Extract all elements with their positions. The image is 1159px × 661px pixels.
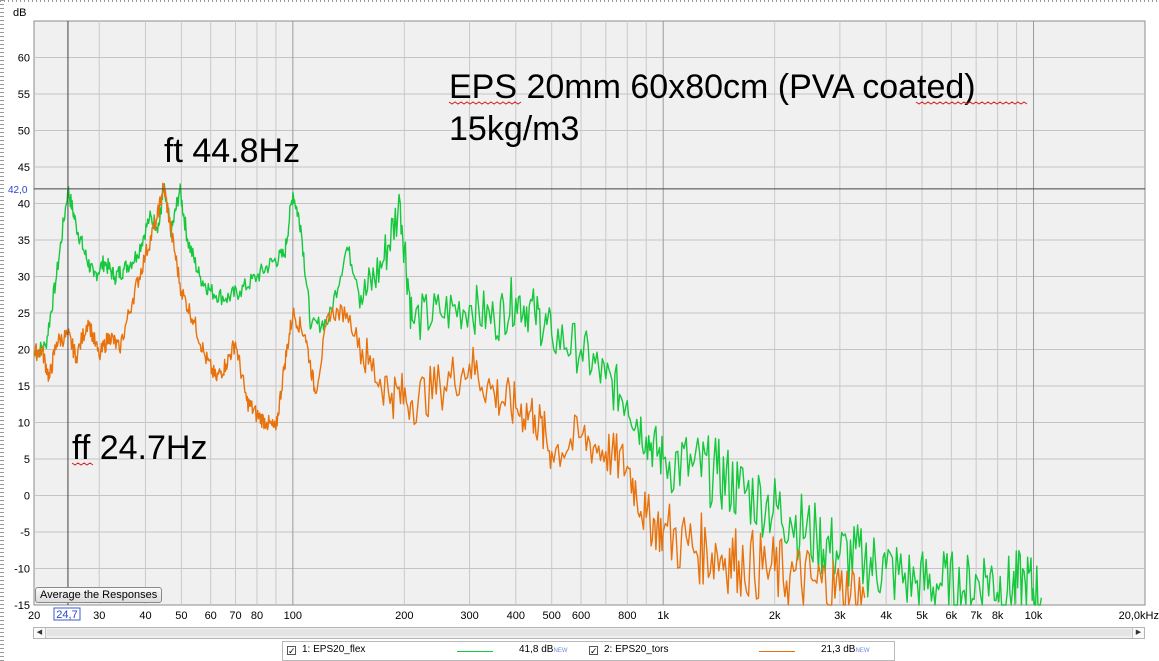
legend-label-tors: 2: EPS20_tors [604,644,669,655]
y-tick-label: 15 [18,381,30,393]
cursor-x-readout: 24,7 [56,609,77,621]
cursor-y-readout: 42,0 [8,185,28,196]
y-tick-label: 30 [18,272,30,284]
x-tick-label: 1k [657,610,669,622]
x-tick-label: 5k [916,610,928,622]
left-border [0,0,4,661]
y-tick-label: 5 [24,454,30,466]
x-tick-label: 20,0kHz [1119,610,1159,622]
y-tick-label: 20 [18,345,30,357]
legend-value-tors: 21,3 dBNEW [821,644,869,655]
y-tick-label: 55 [18,89,30,101]
annotation-ff: ff 24.7Hz [72,429,207,467]
x-tick-label: 80 [251,610,263,622]
cursor-x-readout-box [53,607,81,621]
series-line-2 [33,182,866,606]
annotation-ft: ft 44.8Hz [164,132,300,170]
y-tick-label: 10 [18,418,30,430]
x-tick-label: 500 [543,610,561,622]
y-tick-label: -10 [14,564,30,576]
y-tick-label: 60 [18,53,30,65]
x-tick-label: 6k [946,610,958,622]
legend-swatch-tors [759,651,795,652]
y-tick-label: 50 [18,126,30,138]
y-tick-label: 35 [18,235,30,247]
y-tick-label: 0 [24,491,30,503]
y-tick-label: 25 [18,308,30,320]
spellcheck-underline [915,101,1028,105]
x-tick-label: 200 [395,610,413,622]
legend-value-text-flex: 41,8 dB [519,644,554,655]
y-tick-label: -5 [20,527,30,539]
x-tick-label: 300 [460,610,478,622]
horizontal-scrollbar[interactable]: ◀ ▶ [33,627,1145,639]
x-tick-label: 60 [205,610,217,622]
legend-new-badge-tors: NEW [855,648,870,654]
annotation-title-line2: 15kg/m3 [449,110,579,148]
x-tick-label: 7k [970,610,982,622]
legend-value-flex: 41,8 dBNEW [519,644,567,655]
legend-new-badge-flex: NEW [553,648,568,654]
x-tick-label: 50 [175,610,187,622]
x-tick-label: 8k [992,610,1004,622]
scroll-left-arrow-icon[interactable]: ◀ [34,628,46,638]
x-tick-label: 400 [507,610,525,622]
x-tick-label: 30 [93,610,105,622]
legend-swatch-flex [457,651,493,652]
x-tick-label: 70 [229,610,241,622]
checkbox-flex[interactable]: ✓ [287,646,296,656]
y-tick-label: 45 [18,162,30,174]
legend-item-tors: ✓ 2: EPS20_tors 21,3 dBNEW [589,642,889,660]
average-responses-button[interactable]: Average the Responses [35,587,163,603]
series-line-1 [33,183,1043,606]
legend-item-flex: ✓ 1: EPS20_flex 41,8 dBNEW [287,642,587,660]
scroll-right-arrow-icon[interactable]: ▶ [1132,628,1144,638]
x-tick-label: 20 [28,610,40,622]
x-tick-label: 100 [284,610,302,622]
y-tick-label: 40 [18,199,30,211]
x-tick-label: 40 [139,610,151,622]
x-tick-label: 3k [834,610,846,622]
x-tick-label: 800 [618,610,636,622]
annotation-title-line1: EPS 20mm 60x80cm (PVA coated) [449,68,976,106]
checkbox-tors[interactable]: ✓ [589,646,598,656]
y-tick-label: -15 [14,600,30,612]
top-border [0,0,1159,2]
spellcheck-underline [71,462,94,466]
x-tick-label: 10k [1025,610,1043,622]
legend-value-text-tors: 21,3 dB [821,644,856,655]
scroll-thumb[interactable] [47,629,1131,636]
y-axis-label: dB [13,7,26,19]
legend-label-flex: 1: EPS20_flex [302,644,366,655]
x-tick-label: 4k [880,610,892,622]
legend-bar: ✓ 1: EPS20_flex 41,8 dBNEW ✓ 2: EPS20_to… [282,641,895,661]
x-tick-label: 600 [572,610,590,622]
spellcheck-underline [448,101,522,105]
x-tick-label: 2k [769,610,781,622]
